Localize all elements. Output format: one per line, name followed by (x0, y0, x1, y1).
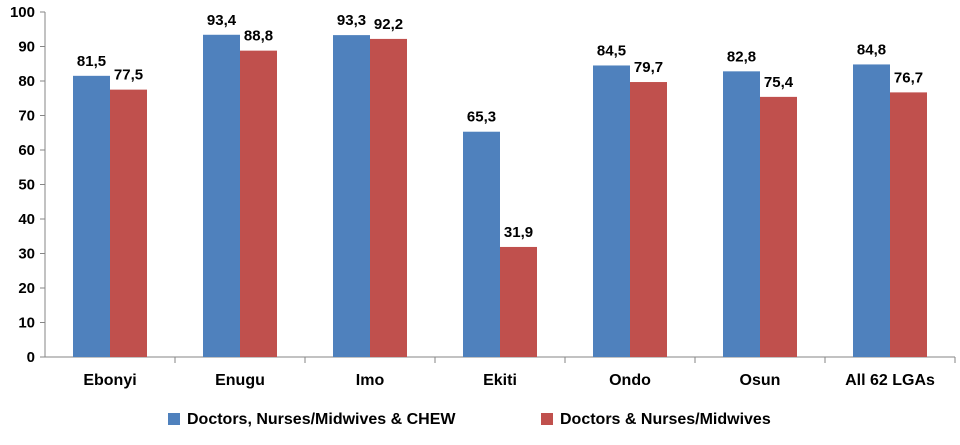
y-tick-label: 10 (18, 315, 35, 332)
data-label: 84,5 (597, 42, 626, 59)
data-label: 88,8 (244, 28, 273, 45)
bar-chew (203, 34, 240, 358)
data-label: 84,8 (857, 41, 886, 58)
bar-chew (333, 35, 370, 358)
legend-swatch (541, 413, 553, 425)
legend-item: Doctors & Nurses/Midwives (541, 411, 771, 428)
bar-chew (463, 131, 500, 357)
data-label: 77,5 (114, 67, 143, 84)
data-label: 93,4 (207, 12, 237, 29)
bar-chew (73, 75, 110, 357)
legend-label: Doctors, Nurses/Midwives & CHEW (187, 411, 456, 428)
y-tick-label: 80 (18, 73, 35, 90)
data-label: 92,2 (374, 16, 403, 33)
y-tick-label: 60 (18, 142, 35, 159)
x-category-label: Ekiti (483, 372, 517, 389)
y-tick-label: 20 (18, 280, 35, 297)
data-label: 93,3 (337, 12, 366, 29)
data-label: 82,8 (727, 48, 756, 65)
y-tick-label: 0 (27, 349, 35, 366)
data-label: 76,7 (894, 69, 923, 86)
bar-chew (593, 65, 630, 357)
bar-chew (853, 64, 890, 357)
x-category-label: Osun (740, 372, 781, 389)
data-label: 31,9 (504, 224, 533, 241)
legend-item: Doctors, Nurses/Midwives & CHEW (168, 411, 456, 428)
data-label: 65,3 (467, 109, 496, 126)
x-axis-categories: Ebonyi Enugu Imo Ekiti Ondo Osun All 62 LGAs (83, 372, 935, 389)
bar-chew (723, 71, 760, 357)
y-tick-label: 70 (18, 108, 35, 125)
bar-doctors-nurses (240, 50, 277, 357)
y-tick-label: 90 (18, 39, 35, 56)
bar-doctors-nurses (370, 38, 407, 357)
data-label: 79,7 (634, 59, 663, 76)
y-tick-label: 50 (18, 177, 35, 194)
y-tick-label: 100 (10, 4, 35, 21)
bar-doctors-nurses (110, 89, 147, 357)
bar-doctors-nurses (760, 96, 797, 358)
y-tick-label: 40 (18, 211, 35, 228)
x-category-label: Ebonyi (83, 372, 136, 389)
x-category-label: Ondo (609, 372, 651, 389)
x-category-label: Imo (356, 372, 385, 389)
legend-swatch (168, 413, 180, 425)
data-labels: 81,5 77,5 93,4 88,8 93,3 92,2 65,3 31,9 84,5 79,7… (77, 12, 923, 241)
bar-doctors-nurses (500, 246, 537, 357)
legend: Doctors, Nurses/Midwives & CHEW Doctors &… (168, 411, 771, 428)
y-tick-label: 30 (18, 246, 35, 263)
data-label: 75,4 (764, 74, 794, 91)
y-axis-ticks: 0 10 20 30 40 50 60 70 80 90 100 (10, 4, 45, 366)
bar-doctors-nurses (890, 92, 927, 357)
x-category-label: All 62 LGAs (845, 372, 935, 389)
bar-doctors-nurses (630, 82, 667, 357)
bars (73, 34, 927, 358)
x-category-label: Enugu (215, 372, 265, 389)
legend-label: Doctors & Nurses/Midwives (560, 411, 771, 428)
data-label: 81,5 (77, 53, 106, 70)
